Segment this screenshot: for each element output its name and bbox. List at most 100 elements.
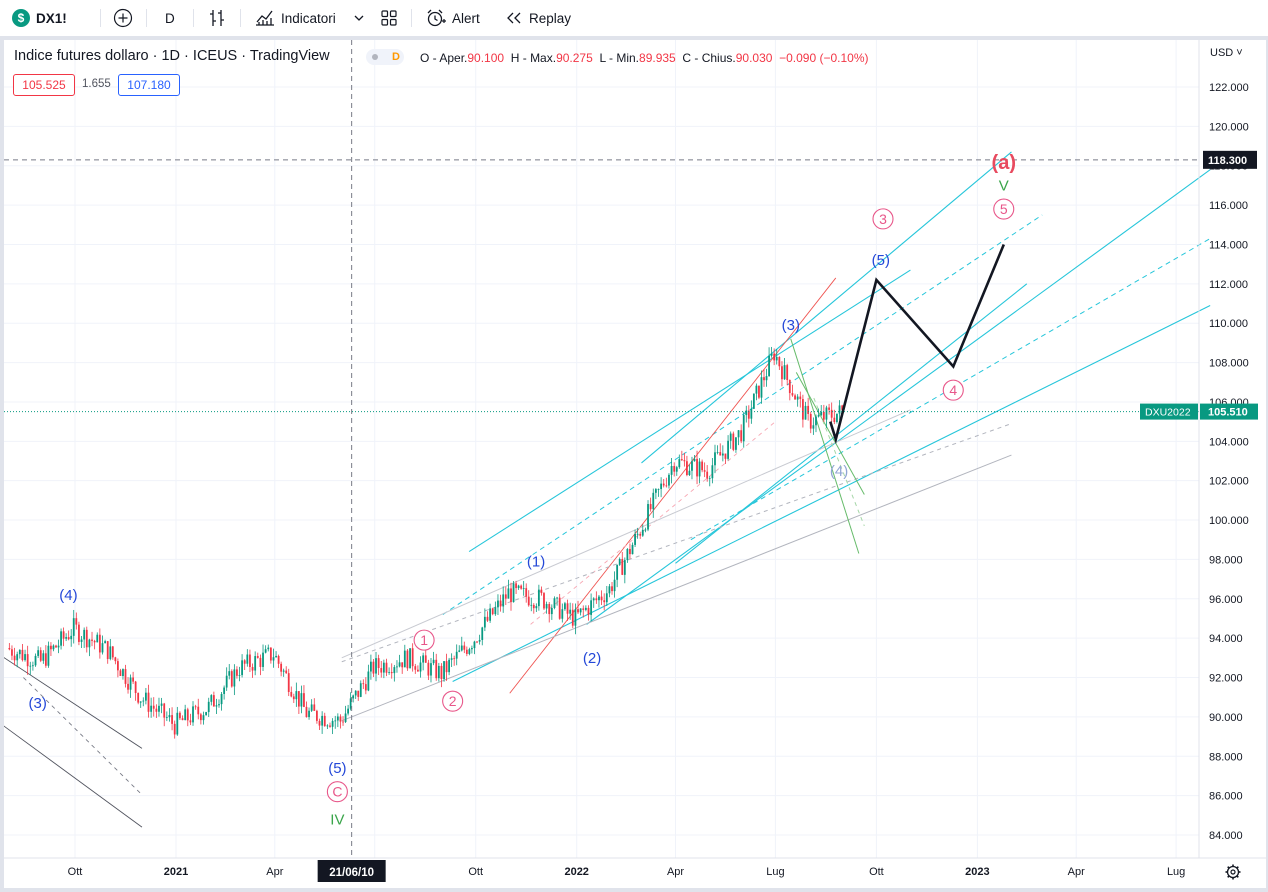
symbol-search-button[interactable]: $ DX1! (12, 0, 67, 36)
candle (230, 669, 233, 688)
candle (473, 640, 476, 655)
candle (427, 659, 430, 681)
candle (675, 465, 678, 476)
candle (807, 397, 810, 421)
candle-body (781, 366, 783, 380)
candle-body (225, 675, 228, 688)
candle (104, 639, 107, 644)
trendline-gray-lower[interactable] (341, 454, 1012, 722)
candle (778, 356, 781, 370)
candle (463, 641, 466, 654)
candle-body (287, 673, 290, 692)
candle (564, 601, 566, 611)
candle (532, 603, 535, 614)
price-tick-label: 100.000 (1209, 515, 1249, 527)
wave-label: (4) (830, 463, 848, 480)
channel-line-base[interactable] (452, 305, 1211, 682)
candle-body (737, 430, 740, 438)
candle-body (132, 677, 135, 682)
candle (654, 488, 657, 500)
candle-body (39, 650, 42, 661)
layout-button[interactable] (380, 0, 398, 36)
candle-body (218, 704, 220, 706)
symbol-label: DX1! (36, 10, 67, 26)
candle-body (804, 405, 807, 420)
candle (342, 716, 344, 726)
high-value: 90.275 (556, 51, 593, 65)
candle (809, 411, 812, 434)
candle (83, 627, 86, 648)
gear-icon[interactable] (1225, 864, 1241, 880)
candle-body (696, 458, 698, 477)
candle-body (67, 637, 70, 640)
candle (194, 704, 197, 710)
candle (592, 597, 595, 608)
candle (673, 462, 676, 477)
trendline-gray-dashed[interactable] (341, 423, 1012, 663)
indicator-templates-button[interactable] (353, 0, 365, 36)
candle (636, 527, 639, 539)
candle-body (670, 466, 673, 475)
toolbar-divider (411, 9, 412, 27)
candle (668, 473, 670, 489)
candle-body (329, 725, 331, 727)
sell-price-box[interactable]: 105.525 (13, 74, 75, 96)
candle-body (37, 650, 40, 656)
interval-button[interactable]: D (165, 0, 175, 36)
candle (455, 644, 458, 666)
candle-body (62, 631, 65, 639)
bar-style-button[interactable] (207, 0, 227, 36)
correction-line-green-2[interactable] (795, 372, 865, 495)
currency-selector[interactable]: USD ˅ (1210, 47, 1243, 59)
candle-body (91, 639, 93, 641)
trendline-red[interactable] (509, 277, 837, 694)
channel-line-upper[interactable] (468, 269, 911, 553)
chart-pane[interactable]: (4) (3) (5) C IV 1 2 (1) (2) (3) (4) (5) 3 4 5 V (a) 84.… (4, 40, 1266, 888)
correction-line-green[interactable] (790, 338, 860, 554)
candle (647, 500, 649, 532)
candle (254, 651, 257, 676)
candle (698, 458, 701, 484)
candle-body (794, 395, 796, 400)
candle (786, 363, 789, 386)
candle-body (775, 356, 778, 361)
candle-body (550, 607, 553, 615)
downtrend-line-lower[interactable] (4, 691, 143, 828)
indicators-button[interactable]: Indicatori (254, 0, 336, 36)
legend-interval-badge[interactable]: D (366, 49, 404, 65)
candle-body (773, 353, 776, 361)
candle-body (233, 669, 236, 687)
correction-line-green-dashed[interactable] (813, 397, 865, 527)
trendline-red-dashed[interactable] (530, 421, 776, 625)
candle-body (686, 461, 688, 476)
price-chart[interactable]: (4) (3) (5) C IV 1 2 (1) (2) (3) (4) (5) 3 4 5 V (a) 84.… (4, 40, 1266, 888)
candle-body (93, 640, 96, 643)
wave-label-circle (442, 690, 464, 712)
gear-icon-tooth (1236, 875, 1239, 878)
channel-line-dashed[interactable] (442, 214, 1043, 615)
candle-body (440, 665, 443, 680)
top-toolbar: $ DX1! D Indicatori (0, 0, 1268, 37)
candle (569, 602, 572, 620)
trendline-gray-upper[interactable] (341, 409, 911, 659)
candle (649, 497, 652, 512)
alert-button[interactable]: Alert (425, 0, 480, 36)
candle (119, 668, 122, 677)
visibility-dot-icon (372, 54, 378, 60)
candle (127, 677, 129, 694)
candle (481, 626, 484, 646)
channel-line-wide[interactable] (586, 169, 1211, 625)
downtrend-line-dashed[interactable] (23, 677, 142, 794)
compare-button[interactable] (113, 0, 133, 36)
candle (494, 601, 497, 616)
candle (566, 599, 569, 621)
replay-button[interactable]: Replay (505, 0, 571, 36)
downtrend-line-upper[interactable] (4, 626, 143, 749)
buy-price-box[interactable]: 107.180 (118, 74, 180, 96)
candle-body (566, 603, 569, 614)
candle-body (623, 560, 626, 575)
candle (486, 611, 489, 623)
wave-label: IV (330, 811, 344, 828)
candle (147, 684, 150, 718)
candle-body (259, 657, 262, 667)
